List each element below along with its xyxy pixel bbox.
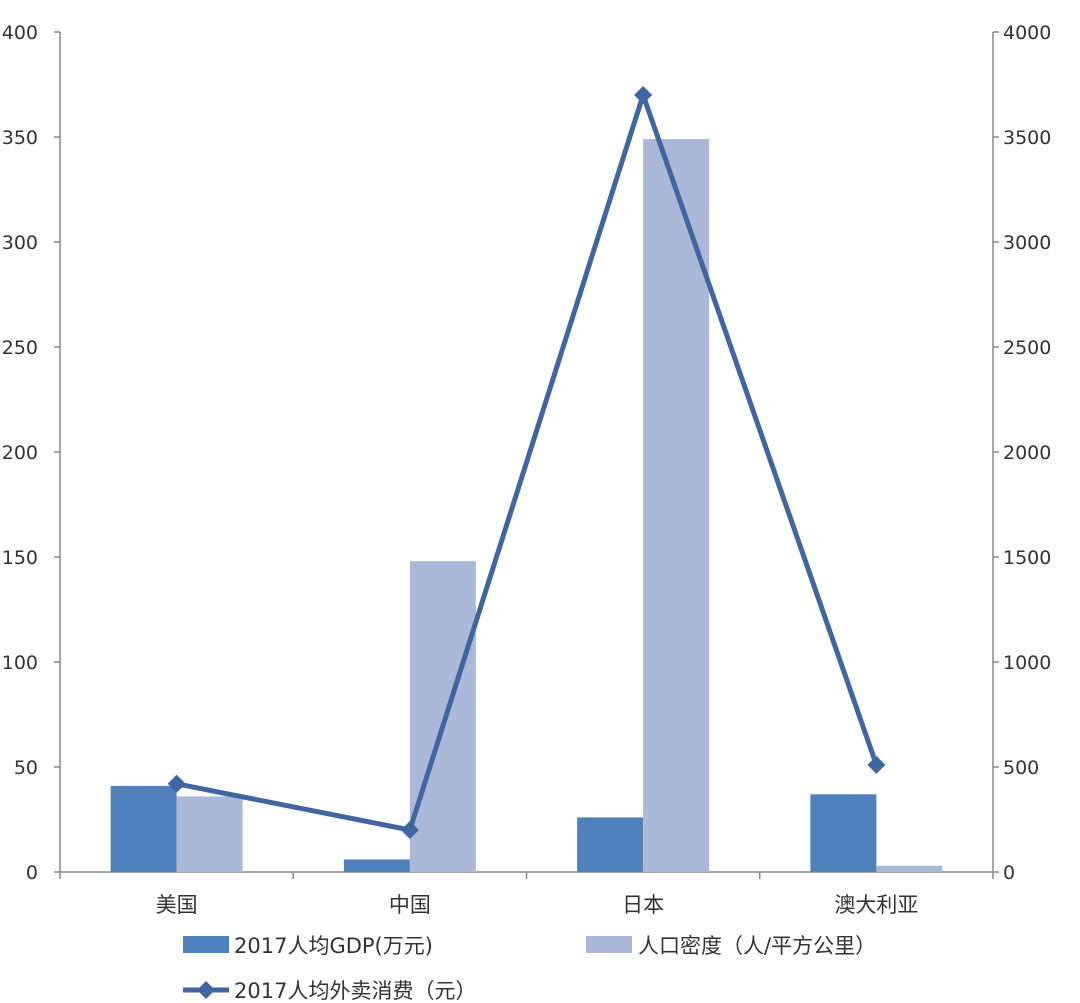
category-label: 澳大利亚 — [834, 893, 918, 917]
legend-swatch-gdp — [183, 936, 229, 953]
right-tick-label: 3000 — [1003, 232, 1051, 254]
left-tick-label: 300 — [2, 232, 38, 254]
left-tick-label: 0 — [26, 862, 38, 884]
right-tick-label: 1000 — [1003, 652, 1051, 674]
left-tick-label: 200 — [2, 442, 38, 464]
legend-swatch-density — [586, 936, 632, 953]
legend-swatch-takeout-marker — [197, 981, 215, 999]
right-tick-label: 2000 — [1003, 442, 1051, 464]
left-tick-label: 250 — [2, 337, 38, 359]
right-tick-label: 4000 — [1003, 22, 1051, 44]
labels: 0501001502002503003504000500100015002000… — [2, 22, 1052, 917]
category-label: 日本 — [622, 893, 664, 917]
takeout-point — [400, 821, 419, 839]
right-tick-label: 0 — [1003, 862, 1015, 884]
category-label: 美国 — [156, 893, 198, 917]
line-series — [167, 86, 886, 839]
right-tick-label: 500 — [1003, 757, 1039, 779]
bars — [110, 139, 943, 873]
left-tick-label: 100 — [2, 652, 38, 674]
left-tick-label: 400 — [2, 22, 38, 44]
takeout-line — [176, 87, 879, 833]
bar-density — [409, 561, 476, 872]
left-tick-label: 50 — [14, 757, 38, 779]
bar-density — [876, 865, 943, 872]
legend-label-gdp: 2017人均GDP(万元) — [234, 934, 433, 958]
left-tick-label: 350 — [2, 127, 38, 149]
bar-gdp — [577, 817, 644, 872]
right-tick-label: 3500 — [1003, 127, 1051, 149]
right-tick-label: 2500 — [1003, 337, 1051, 359]
category-label: 中国 — [389, 893, 431, 917]
legend: 2017人均GDP(万元) 人口密度（人/平方公里） 2017人均外卖消费（元） — [183, 934, 876, 1003]
takeout-point — [634, 86, 653, 104]
legend-label-takeout: 2017人均外卖消费（元） — [234, 979, 476, 1003]
takeout-point — [167, 774, 186, 793]
takeout-point — [867, 755, 886, 774]
bar-density — [176, 796, 243, 872]
bar-gdp — [810, 794, 877, 872]
bar-gdp — [110, 785, 177, 872]
left-tick-label: 150 — [2, 547, 38, 569]
bar-density — [643, 139, 710, 873]
right-tick-label: 1500 — [1003, 547, 1051, 569]
legend-label-density: 人口密度（人/平方公里） — [638, 934, 876, 958]
bar-gdp — [343, 859, 410, 872]
